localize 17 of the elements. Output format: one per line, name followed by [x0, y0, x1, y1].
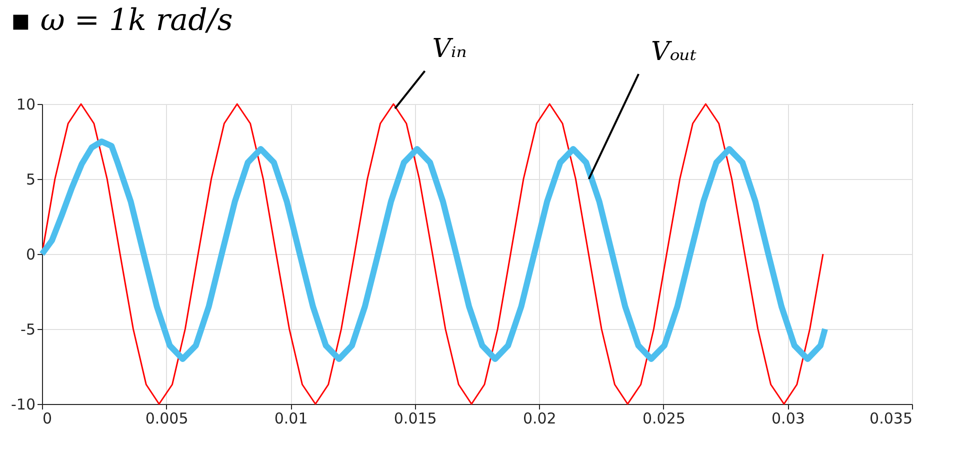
x-tick-label: 0.01: [274, 410, 308, 428]
x-tick-label: 0.005: [145, 410, 188, 428]
annotation: Vₒᵤₜ: [651, 37, 698, 67]
line-series: [41, 103, 824, 405]
x-tick-label: 0.035: [870, 410, 912, 428]
y-tick-label: 0: [26, 246, 36, 264]
annotation: Vᵢₙ: [432, 34, 467, 64]
chart-title: ▪ ω = 1k rad/s: [10, 3, 233, 38]
y-tick-label: -10: [11, 396, 36, 414]
y-tick-label: 10: [16, 96, 36, 114]
x-tick-label: 0.015: [394, 410, 437, 428]
x-tick-label: 0.02: [522, 410, 556, 428]
x-tick-label: 0.025: [642, 410, 686, 428]
x-tick-label: 0: [42, 410, 52, 428]
y-tick-label: -5: [20, 320, 36, 338]
x-tick-label: 0.03: [772, 410, 805, 428]
y-tick-label: 5: [26, 170, 36, 188]
